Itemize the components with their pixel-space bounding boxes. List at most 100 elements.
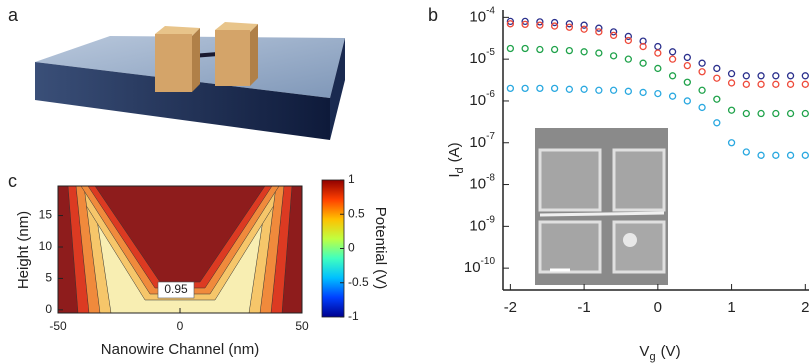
data-point [639, 42, 647, 51]
data-point [536, 45, 544, 54]
data-point [727, 70, 736, 78]
y-tick-label: 10-5 [469, 47, 495, 67]
data-point [639, 88, 647, 97]
axis-label: Id (A) [446, 142, 466, 177]
y-tick-label: 10-9 [469, 214, 495, 234]
x-tick-label: -2 [504, 299, 517, 316]
data-point [801, 109, 809, 118]
data-point [595, 24, 603, 32]
y-tick-base: 10 [469, 217, 486, 234]
x-axis-label: Nanowire Channel (nm) [101, 341, 259, 358]
y-tick-label: 15 [39, 208, 53, 222]
data-point [772, 109, 780, 118]
y-tick-base: 10 [469, 176, 486, 193]
data-point [786, 151, 795, 159]
data-point [742, 109, 750, 118]
data-point [639, 59, 647, 67]
x-tick-label: 50 [295, 319, 309, 333]
data-point [521, 20, 529, 29]
data-point [624, 36, 632, 45]
data-point [786, 80, 795, 88]
data-point [580, 85, 588, 93]
data-point [624, 87, 632, 95]
data-point [801, 80, 809, 88]
axis-label-unit: (V) [661, 343, 681, 360]
panel-label: b [428, 5, 438, 25]
data-point [654, 49, 662, 57]
y-tick-base: 10 [469, 92, 486, 109]
axis-label: Vg (V) [639, 343, 680, 363]
data-point [668, 48, 677, 56]
data-point [786, 72, 795, 80]
data-point [624, 32, 632, 41]
data-point [727, 79, 736, 87]
colorbar-tick-label: 0 [348, 241, 355, 255]
data-point [506, 84, 515, 93]
data-point [580, 25, 588, 33]
data-point [609, 31, 618, 40]
data-point [713, 119, 721, 127]
colorbar-tick-label: 0.5 [348, 206, 365, 220]
data-point [757, 72, 765, 80]
axis-label-main: I [446, 173, 463, 177]
x-tick-label: -1 [577, 299, 590, 316]
data-point [609, 86, 618, 94]
data-point [683, 97, 691, 105]
data-point [536, 21, 544, 29]
y-tick-label: 10-7 [469, 130, 495, 150]
data-point [698, 68, 706, 76]
data-point [683, 53, 691, 62]
sem-inset [535, 128, 668, 285]
data-point [550, 84, 559, 93]
data-point [654, 89, 662, 98]
y-tick-exponent: -9 [486, 214, 495, 225]
data-point [521, 17, 529, 26]
y-tick-label: 10-8 [469, 172, 495, 192]
annotation-box [157, 281, 195, 299]
data-point [654, 64, 662, 73]
y-tick-exponent: -7 [486, 130, 495, 141]
data-point [742, 80, 750, 88]
data-point [698, 59, 706, 67]
colorbar-tick-label: -1 [348, 309, 359, 323]
axis-label-main: V [639, 343, 649, 360]
data-point [698, 103, 706, 112]
data-point [595, 86, 603, 94]
data-point [624, 55, 632, 63]
device-render [35, 22, 345, 140]
data-point [772, 72, 780, 80]
panel-label: a [8, 5, 19, 25]
data-point [683, 61, 691, 70]
data-point [550, 22, 559, 30]
data-point [683, 78, 691, 86]
axis-label-unit: (A) [446, 142, 463, 162]
data-point [757, 109, 765, 118]
data-point [550, 18, 559, 27]
data-point [727, 106, 736, 114]
axis-label-sub: d [454, 167, 466, 173]
panel-label: c [8, 171, 17, 191]
x-tick-label: -50 [49, 319, 67, 333]
data-point [565, 85, 574, 93]
x-tick-label: 0 [177, 319, 184, 333]
data-point [654, 42, 662, 51]
data-point [536, 18, 544, 26]
data-point [595, 28, 603, 36]
data-point [772, 151, 780, 159]
y-tick-label: 10 [39, 239, 53, 253]
data-point [801, 72, 809, 80]
data-point [668, 72, 677, 80]
data-point [668, 92, 677, 100]
y-tick-exponent: -5 [486, 47, 495, 58]
data-point [786, 109, 795, 118]
data-point [506, 20, 515, 28]
data-point [550, 45, 559, 54]
y-tick-base: 10 [469, 50, 486, 67]
data-point [521, 44, 529, 53]
data-point [506, 17, 515, 26]
data-point [580, 21, 588, 29]
data-point [595, 49, 603, 57]
axis-label-sub: g [649, 351, 655, 363]
y-tick-exponent: -4 [486, 5, 495, 16]
data-point [609, 28, 618, 36]
